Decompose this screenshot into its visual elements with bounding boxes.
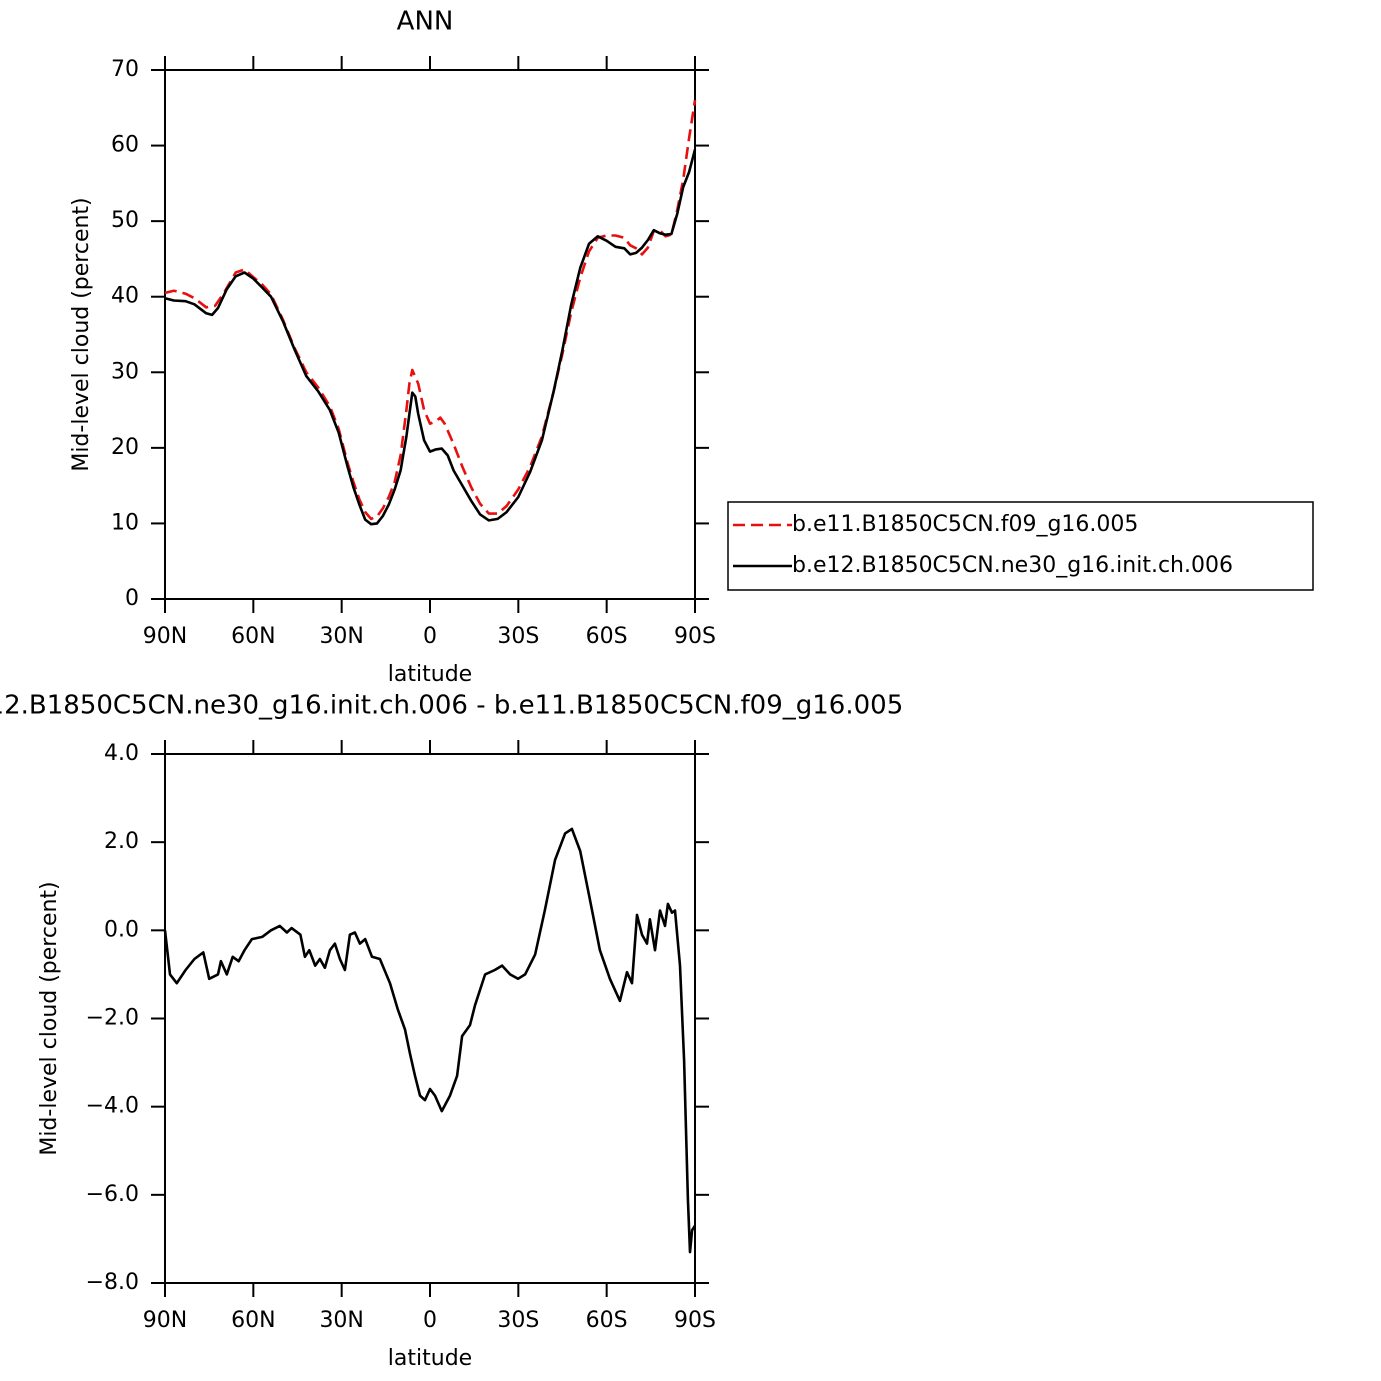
data-line <box>163 827 697 1254</box>
x-tick-label: 90N <box>143 624 187 649</box>
y-tick-label: −8.0 <box>86 1270 139 1295</box>
x-tick-label: 60N <box>231 624 275 649</box>
legend-box <box>727 501 1314 591</box>
x-axis-label: latitude <box>388 662 472 687</box>
x-tick-label: 90S <box>674 1308 716 1333</box>
plot-frame <box>164 753 696 1284</box>
x-tick-label: 0 <box>423 1308 437 1333</box>
x-tick-label: 30S <box>497 624 539 649</box>
x-tick-label: 30N <box>319 624 363 649</box>
y-tick-label: 50 <box>111 208 139 233</box>
y-tick-label: 40 <box>111 284 139 309</box>
y-tick-label: 70 <box>111 57 139 82</box>
y-tick-label: 20 <box>111 435 139 460</box>
x-tick-label: 60N <box>231 1308 275 1333</box>
x-axis-label: latitude <box>388 1346 472 1371</box>
data-line <box>164 99 697 521</box>
y-tick-label: 0 <box>125 586 139 611</box>
legend-label: b.e12.B1850C5CN.ne30_g16.init.ch.006 <box>792 553 1233 578</box>
chart-title: ANN <box>397 7 454 37</box>
y-axis-label: Mid-level cloud (percent) <box>37 881 62 1155</box>
y-tick-label: −2.0 <box>86 1006 139 1031</box>
y-tick-label: −4.0 <box>86 1094 139 1119</box>
chart-title: b.e12.B1850C5CN.ne30_g16.init.ch.006 - b… <box>0 691 903 721</box>
plot-frame <box>164 69 696 600</box>
data-line <box>164 149 697 526</box>
x-tick-label: 60S <box>586 1308 628 1333</box>
y-tick-label: 60 <box>111 133 139 158</box>
y-tick-label: 10 <box>111 510 139 535</box>
y-axis-label: Mid-level cloud (percent) <box>69 197 94 471</box>
x-tick-label: 90N <box>143 1308 187 1333</box>
x-tick-label: 90S <box>674 624 716 649</box>
legend-label: b.e11.B1850C5CN.f09_g16.005 <box>792 512 1138 537</box>
x-tick-label: 30S <box>497 1308 539 1333</box>
x-tick-label: 30N <box>319 1308 363 1333</box>
y-tick-label: −6.0 <box>86 1182 139 1207</box>
x-tick-label: 60S <box>586 624 628 649</box>
y-tick-label: 0.0 <box>104 917 139 942</box>
y-tick-label: 2.0 <box>104 829 139 854</box>
y-tick-label: 30 <box>111 359 139 384</box>
x-tick-label: 0 <box>423 624 437 649</box>
y-tick-label: 4.0 <box>104 741 139 766</box>
